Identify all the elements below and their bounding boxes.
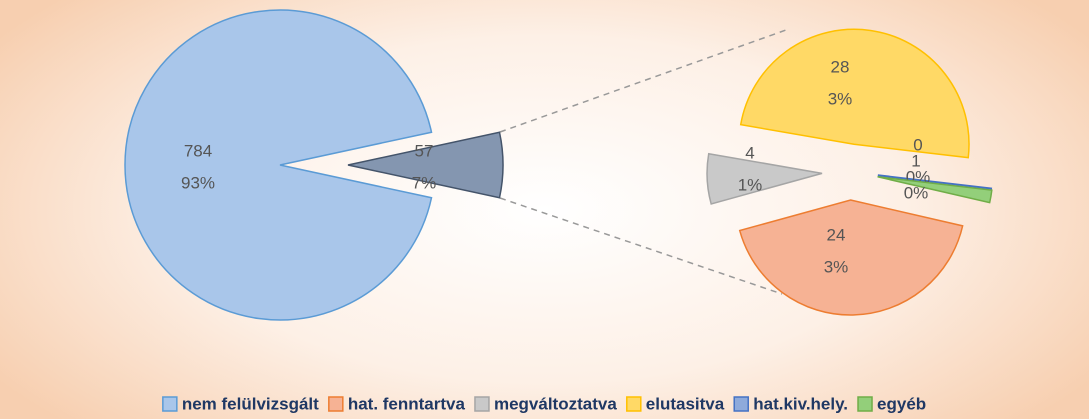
legend-label: egyéb <box>877 394 926 413</box>
data-label: 3% <box>824 257 849 276</box>
legend-swatch <box>328 396 344 412</box>
pie-slice <box>738 199 964 316</box>
data-label: 0% <box>904 183 929 202</box>
pie-slice <box>347 131 504 199</box>
legend-swatch <box>857 396 873 412</box>
legend-swatch <box>733 396 749 412</box>
pie-slice <box>706 152 823 205</box>
data-label: 0 <box>913 135 922 154</box>
data-label: 784 <box>184 141 212 160</box>
pie-slice <box>877 176 993 204</box>
pie-slice <box>124 9 433 321</box>
connector <box>499 29 787 133</box>
pie-slice <box>739 28 970 159</box>
legend-swatch <box>162 396 178 412</box>
data-label: 1% <box>738 175 763 194</box>
legend-label: hat. fenntartva <box>348 394 466 413</box>
data-label: 28 <box>831 57 850 76</box>
legend-label: nem felülvizsgált <box>182 394 319 413</box>
legend-label: megváltoztatva <box>494 394 617 413</box>
data-label: 3% <box>828 89 853 108</box>
data-label: 4 <box>745 143 754 162</box>
legend-label: elutasitva <box>646 394 725 413</box>
data-label: 93% <box>181 173 215 192</box>
data-label: 1 <box>911 151 920 170</box>
pie-slice <box>877 174 993 190</box>
legend-swatch <box>626 396 642 412</box>
data-label: 57 <box>415 141 434 160</box>
legend-label: hat.kiv.hely. <box>753 394 848 413</box>
data-label: 7% <box>412 173 437 192</box>
data-label: 24 <box>827 225 846 244</box>
legend: nem felülvizsgált hat. fenntartva megválto… <box>162 394 926 413</box>
connector <box>499 197 783 295</box>
legend-swatch <box>474 396 490 412</box>
